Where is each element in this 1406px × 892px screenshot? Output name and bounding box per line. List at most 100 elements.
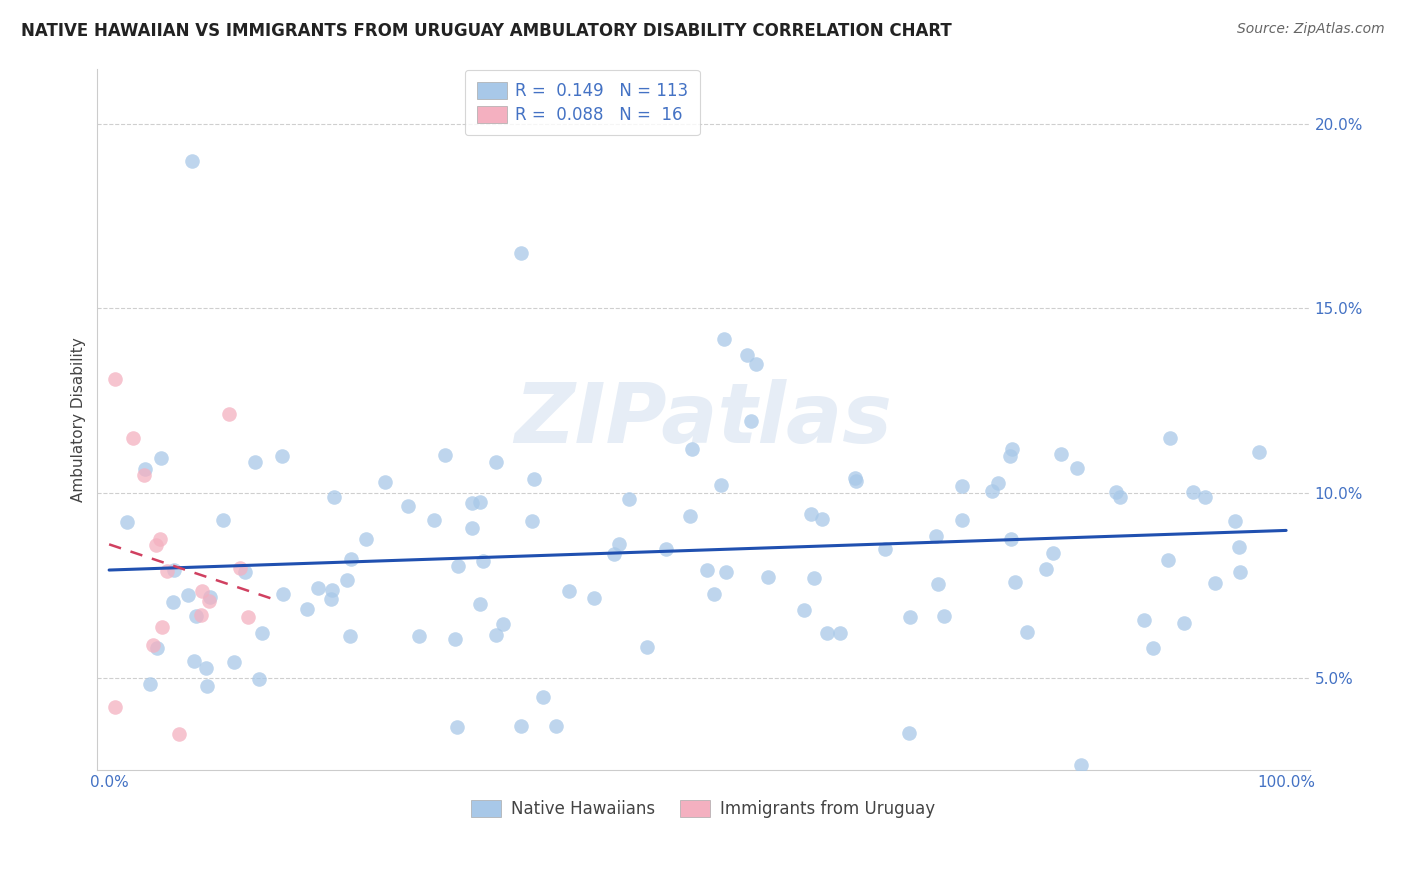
Point: [183, 654, 205, 668]
Point: [190, 583, 212, 598]
Point: [142, 638, 165, 652]
Point: [212, 513, 235, 527]
Point: [470, 597, 492, 611]
Point: [446, 720, 468, 734]
Point: [1249, 445, 1271, 459]
Point: [121, 431, 143, 445]
Point: [273, 587, 295, 601]
Point: [810, 511, 832, 525]
Point: [1227, 541, 1250, 555]
Point: [233, 565, 256, 579]
Point: [247, 672, 270, 686]
Point: [198, 591, 221, 605]
Point: [336, 573, 359, 587]
Point: [374, 475, 396, 490]
Point: [1229, 565, 1251, 579]
Point: [710, 478, 733, 492]
Point: [1050, 447, 1073, 461]
Point: [149, 450, 172, 465]
Point: [510, 719, 533, 733]
Point: [696, 563, 718, 577]
Point: [396, 499, 419, 513]
Point: [184, 609, 207, 624]
Point: [950, 479, 973, 493]
Point: [898, 726, 921, 740]
Point: [1109, 490, 1132, 504]
Point: [236, 610, 259, 624]
Point: [134, 467, 156, 482]
Point: [1223, 514, 1246, 528]
Point: [145, 538, 167, 552]
Point: [1133, 613, 1156, 627]
Point: [222, 655, 245, 669]
Point: [117, 515, 139, 529]
Point: [354, 532, 377, 546]
Point: [1035, 562, 1057, 576]
Point: [745, 357, 768, 371]
Point: [952, 513, 974, 527]
Point: [703, 587, 725, 601]
Text: ZIPatlas: ZIPatlas: [515, 379, 893, 459]
Point: [873, 542, 896, 557]
Point: [558, 583, 581, 598]
Point: [1182, 485, 1205, 500]
Point: [156, 564, 179, 578]
Point: [340, 551, 363, 566]
Point: [197, 594, 219, 608]
Point: [250, 626, 273, 640]
Point: [190, 608, 212, 623]
Point: [714, 566, 737, 580]
Point: [522, 514, 544, 528]
Point: [146, 641, 169, 656]
Point: [491, 617, 513, 632]
Text: Source: ZipAtlas.com: Source: ZipAtlas.com: [1237, 22, 1385, 37]
Point: [981, 483, 1004, 498]
Point: [195, 660, 218, 674]
Point: [1015, 625, 1038, 640]
Point: [607, 537, 630, 551]
Point: [134, 462, 156, 476]
Point: [1042, 546, 1064, 560]
Point: [799, 507, 821, 521]
Point: [523, 472, 546, 486]
Point: [321, 583, 343, 598]
Point: [1001, 442, 1024, 456]
Point: [617, 491, 640, 506]
Point: [104, 700, 127, 714]
Point: [472, 554, 495, 568]
Point: [1070, 757, 1092, 772]
Point: [583, 591, 606, 605]
Point: [485, 455, 508, 469]
Point: [339, 630, 361, 644]
Point: [679, 509, 702, 524]
Point: [150, 620, 173, 634]
Text: NATIVE HAWAIIAN VS IMMIGRANTS FROM URUGUAY AMBULATORY DISABILITY CORRELATION CHA: NATIVE HAWAIIAN VS IMMIGRANTS FROM URUGU…: [21, 22, 952, 40]
Point: [815, 625, 838, 640]
Point: [654, 541, 676, 556]
Point: [229, 561, 252, 575]
Point: [793, 603, 815, 617]
Point: [295, 602, 318, 616]
Point: [1000, 532, 1022, 546]
Point: [408, 629, 430, 643]
Point: [828, 626, 851, 640]
Y-axis label: Ambulatory Disability: Ambulatory Disability: [72, 337, 86, 501]
Point: [447, 559, 470, 574]
Legend: Native Hawaiians, Immigrants from Uruguay: Native Hawaiians, Immigrants from Urugua…: [465, 793, 942, 825]
Point: [319, 592, 342, 607]
Point: [270, 449, 292, 463]
Point: [195, 679, 218, 693]
Point: [546, 719, 568, 733]
Point: [1194, 490, 1216, 504]
Point: [1142, 641, 1164, 656]
Point: [1066, 460, 1088, 475]
Point: [603, 547, 626, 561]
Point: [713, 332, 735, 346]
Point: [756, 570, 779, 584]
Point: [433, 448, 456, 462]
Point: [323, 490, 346, 504]
Point: [180, 153, 202, 168]
Point: [510, 246, 533, 260]
Point: [177, 588, 200, 602]
Point: [1004, 575, 1026, 590]
